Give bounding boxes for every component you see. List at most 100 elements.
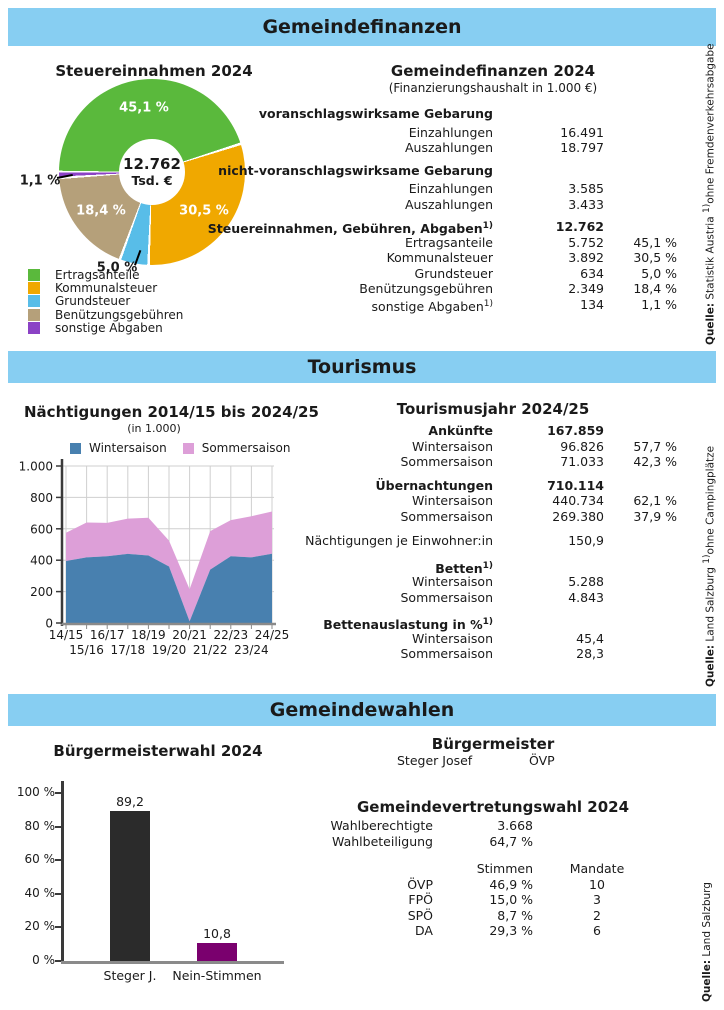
donut-center-unit: Tsd. € (131, 173, 173, 188)
table-row: ÖVP 46,9 % 10 (407, 876, 605, 892)
x-axis-category-label: Steger J. (103, 968, 157, 983)
council-table: Wahlberechtigte 3.668 Wahlbeteiligung 64,7… (305, 818, 661, 939)
x-axis-label: 18/19 (131, 628, 166, 642)
legend-label: sonstige Abgaben (55, 320, 163, 335)
bar-chart-title: Bürgermeisterwahl 2024 (53, 742, 263, 760)
legend-item: Sommersaison (182, 441, 291, 455)
y-axis-tick (55, 825, 61, 828)
x-axis-category-label: Nein-Stimmen (172, 968, 262, 983)
y-axis-label: 40 % (24, 885, 56, 900)
source-elections: Quelle: Land Salzburg (701, 882, 713, 1002)
x-axis-label: 15/16 (69, 643, 104, 657)
table-row: Einzahlungen 3.585 (408, 181, 604, 196)
legend-label: Sommersaison (201, 441, 291, 455)
table-row: FPÖ 15,0 % 3 (408, 892, 601, 907)
y-axis-label: 0 (45, 617, 53, 631)
y-axis-tick (55, 926, 61, 929)
table-row: Ankünfte 167.859 (428, 423, 604, 438)
legend-swatch-grundsteuer (28, 295, 40, 308)
tourism-table-title: Tourismusjahr 2024/25 (396, 400, 590, 418)
bar-0 (110, 811, 150, 961)
y-axis-label: 0 % (32, 953, 55, 967)
mayor-party: ÖVP (529, 753, 555, 768)
donut-label-ertragsanteile: 45,1 % (119, 100, 169, 116)
y-axis-label: 20 % (24, 919, 56, 934)
table-row: Sommersaison 71.033 42,3 % (400, 454, 678, 469)
legend-label: Kommunalsteuer (55, 280, 158, 295)
legend-item: Grundsteuer (28, 294, 183, 309)
legend-swatch-kommunalsteuer (28, 281, 40, 294)
table-row: Betten1) (435, 560, 493, 576)
table-header-row: Stimmen Mandate (476, 861, 625, 876)
table-row: SPÖ 8,7 % 2 (407, 907, 601, 923)
donut-legend: Ertragsanteile Kommunalsteuer Grundsteue… (28, 267, 184, 335)
mayor-heading: Bürgermeister (431, 735, 555, 753)
table-row: Übernachtungen 710.114 (375, 477, 604, 493)
table-row: Steuereinnahmen, Gebühren, Abgaben1) 12.7… (207, 219, 604, 237)
bar-value-label: 10,8 (203, 925, 231, 941)
table-row: Wintersaison 96.826 57,7 % (412, 438, 677, 454)
mayor-row: Steger Josef ÖVP (0, 753, 724, 769)
x-axis-line (61, 961, 284, 964)
section-title-finance: Gemeindefinanzen (262, 16, 462, 38)
finance-table-title: Gemeindefinanzen 2024 (390, 62, 596, 80)
donut-label-benuetzungsgebuehren: 18,4 % (76, 203, 126, 219)
table-row: Sommersaison 269.380 37,9 % (400, 508, 678, 524)
table-row: Sommersaison 4.843 (400, 589, 605, 605)
donut-label-kommunalsteuer: 30,5 % (179, 203, 229, 219)
tourism-table: Ankünfte 167.859 Wintersaison 96.826 57,7 %… (200, 423, 677, 662)
table-row: Benützungsgebühren 2.349 18,4 % (359, 281, 677, 296)
donut-center-total: 12.762 (123, 155, 181, 173)
y-axis-tick (55, 859, 61, 862)
legend-item: Wintersaison (70, 441, 167, 455)
y-axis-label: 1.000 (19, 460, 53, 474)
area-chart-title: Nächtigungen 2014/15 bis 2024/25 (24, 403, 319, 421)
y-axis-tick (55, 892, 61, 895)
legend-item: Kommunalsteuer (28, 280, 183, 295)
x-axis-label: 22/23 (214, 628, 249, 642)
section-header-finance: Gemeindefinanzen (8, 8, 716, 46)
donut-label-grundsteuer: 5,0 % (96, 260, 138, 276)
table-row: Wahlberechtigte 3.668 (330, 818, 534, 833)
y-axis-label: 600 (30, 522, 53, 536)
x-axis-label: 16/17 (90, 628, 125, 642)
legend-item: Ertragsanteile (28, 267, 183, 282)
x-axis-label: 24/25 (255, 628, 290, 642)
table-row: sonstige Abgaben1) 134 1,1 % (371, 296, 677, 314)
finance-table-subtitle: (Finanzierungshaushalt in 1.000 €) (388, 81, 598, 95)
table-row: Wintersaison 440.734 62,1 % (412, 493, 677, 508)
area-chart-subtitle: (in 1.000) (127, 422, 181, 435)
table-row: Kommunalsteuer 3.892 30,5 % (386, 250, 677, 265)
legend-swatch-sonstige (28, 321, 40, 334)
section-header-tourism: Tourismus (8, 351, 716, 383)
area-chart: 0 200 400 600 800 1.000 14/1515/1616/1717/1818… (19, 459, 290, 657)
legend-swatch-winter (70, 442, 81, 454)
legend-swatch-benuetzungsgebuehren (28, 308, 40, 321)
table-row: DA 29,3 % 6 (415, 923, 601, 938)
y-axis-label: 400 (30, 554, 53, 568)
table-row: Nächtigungen je Einwohner:in 150,9 (305, 533, 604, 548)
table-row: Ertragsanteile 5.752 45,1 % (405, 234, 677, 250)
bar-1 (197, 942, 237, 961)
sommersaison-area (66, 511, 272, 622)
donut-center: 12.762 Tsd. € (119, 139, 185, 205)
legend-label: Grundsteuer (55, 294, 131, 309)
table-row: Wintersaison 5.288 (412, 574, 604, 589)
table-row: Auszahlungen 18.797 (405, 140, 604, 155)
x-axis-label: 20/21 (172, 628, 207, 642)
table-row: Bettenauslastung in %1) (323, 617, 493, 633)
donut-label-sonstige: 1,1 % (19, 173, 61, 189)
y-axis-tick (55, 960, 61, 962)
finance-table: voranschlagswirksame Gebarung Einzahlung… (200, 106, 677, 314)
legend-label: Benützungsgebühren (55, 307, 184, 322)
x-axis-label: 14/15 (49, 628, 84, 642)
table-row: voranschlagswirksame Gebarung (258, 106, 493, 121)
legend-label: Ertragsanteile (55, 267, 140, 282)
legend-label: Wintersaison (89, 441, 167, 455)
section-title-tourism: Tourismus (307, 356, 417, 378)
y-axis-tick (55, 791, 61, 794)
mayor-name: Steger Josef (397, 753, 473, 768)
table-row: Grundsteuer 634 5,0 % (414, 265, 677, 281)
legend-swatch-ertragsanteile (28, 268, 40, 281)
bar-value-label: 89,2 (116, 794, 144, 810)
